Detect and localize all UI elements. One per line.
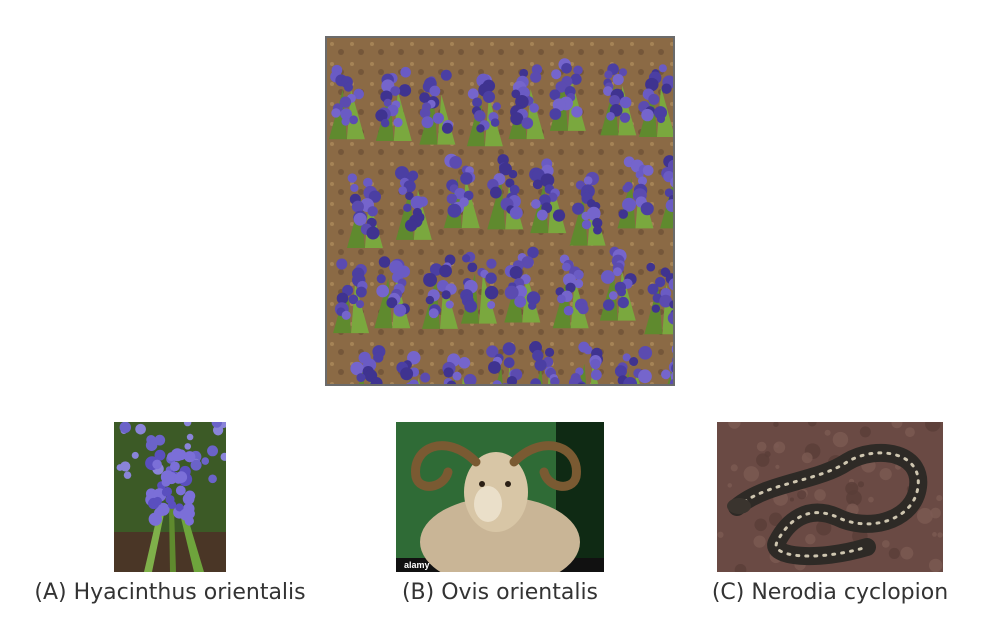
alamy-watermark: alamy bbox=[404, 560, 430, 570]
option-b[interactable]: alamy (B) Ovis orientalis bbox=[360, 422, 640, 608]
option-b-caption: (B) Ovis orientalis bbox=[401, 580, 599, 605]
option-c-caption: (C) Nerodia cyclopion bbox=[711, 580, 949, 605]
hyacinth-flower-image bbox=[114, 422, 226, 572]
option-a-caption: (A) Hyacinthus orientalis bbox=[34, 580, 306, 605]
ram-image: alamy bbox=[396, 422, 604, 572]
hyacinth-field-picture bbox=[327, 38, 673, 384]
snake-image bbox=[717, 422, 943, 572]
option-c[interactable]: (C) Nerodia cyclopion bbox=[690, 422, 970, 608]
option-a[interactable]: (A) Hyacinthus orientalis bbox=[30, 422, 310, 608]
main-hyacinth-field-image bbox=[325, 36, 675, 386]
